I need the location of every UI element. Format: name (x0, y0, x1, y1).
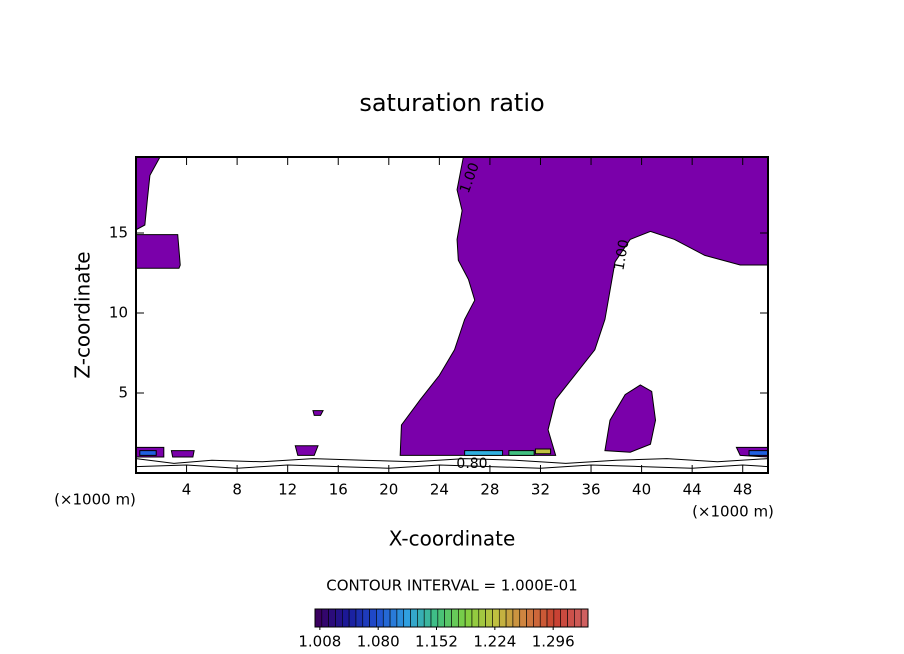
x-tick-label: 8 (232, 481, 242, 499)
contour-region (139, 450, 157, 456)
plot-area (136, 157, 768, 469)
colorbar-cell (341, 608, 350, 628)
contour-region (136, 157, 161, 231)
colorbar-cell (512, 608, 521, 628)
colorbar-cell (328, 608, 336, 628)
y-tick-label: 10 (109, 304, 128, 322)
colorbar-cell (464, 608, 473, 628)
contour-region (508, 450, 535, 456)
colorbar-cell (471, 608, 480, 628)
colorbar-cell (580, 608, 589, 628)
colorbar-cell (314, 608, 323, 628)
plot-frame (135, 156, 769, 474)
x-unit: (×1000 m) (692, 503, 774, 521)
x-tick-label: 12 (278, 481, 297, 499)
x-tick-label: 44 (683, 481, 702, 499)
colorbar-cell (335, 608, 343, 628)
colorbar-cell (519, 608, 527, 628)
y-unit: (×1000 m) (54, 491, 136, 509)
y-tick-label: 5 (118, 384, 128, 402)
colorbar-cell (492, 608, 500, 628)
colorbar-label: 1.008 (298, 633, 341, 651)
x-tick-label: 4 (182, 481, 192, 499)
colorbar-cell (458, 608, 466, 628)
colorbar-cell (444, 608, 452, 628)
x-tick-label: 16 (329, 481, 348, 499)
colorbar-label: 1.152 (415, 633, 458, 651)
colorbar-cell (533, 608, 541, 628)
colorbar-cell (526, 608, 534, 628)
colorbar-label: 1.296 (532, 633, 575, 651)
contour-label: 1.00 (611, 238, 632, 271)
colorbar-cell (321, 608, 329, 628)
colorbar-cell (560, 608, 568, 628)
contour-region (399, 157, 768, 456)
colorbar-cell (362, 608, 370, 628)
contour-region (136, 234, 181, 269)
colorbar-cell (423, 608, 432, 628)
colorbar-cell (348, 608, 357, 628)
y-tick-label: 15 (109, 224, 128, 242)
x-tick-label: 32 (531, 481, 550, 499)
colorbar-cell (396, 608, 405, 628)
contour-region (604, 384, 657, 453)
colorbar-label: 1.080 (357, 633, 400, 651)
colorbar-frame (314, 608, 589, 628)
contour-line (136, 458, 768, 464)
contour-region (312, 410, 324, 416)
colorbar-cell (553, 608, 561, 628)
x-tick-label: 24 (430, 481, 449, 499)
colorbar-cell (369, 608, 377, 628)
colorbar-cell (403, 608, 411, 628)
colorbar-cell (355, 608, 364, 628)
colorbar-cell (546, 608, 555, 628)
colorbar-cell (505, 608, 514, 628)
contour-region (170, 450, 195, 458)
colorbar-cell (376, 608, 384, 628)
x-tick-label: 28 (480, 481, 499, 499)
contour-region (534, 448, 552, 455)
colorbar-cell (451, 608, 459, 628)
colorbar-cell (485, 608, 493, 628)
chart-title: saturation ratio (359, 89, 544, 117)
subtitle: CONTOUR INTERVAL = 1.000E-01 (326, 577, 577, 595)
x-tick-label: 36 (581, 481, 600, 499)
colorbar-cell (417, 608, 425, 628)
contour-line (136, 464, 768, 469)
colorbar-cell (389, 608, 398, 628)
y-axis-label: Z-coordinate (71, 251, 95, 378)
colorbar-label: 1.224 (473, 633, 516, 651)
colorbar-cell (430, 608, 439, 628)
colorbar-cell (382, 608, 391, 628)
x-tick-label: 48 (733, 481, 752, 499)
x-axis-label: X-coordinate (389, 527, 516, 551)
contour-region (748, 450, 768, 456)
contour-region (464, 450, 504, 456)
colorbar-cell (539, 608, 548, 628)
x-tick-label: 20 (379, 481, 398, 499)
colorbar-cell (498, 608, 507, 628)
contour-region (294, 445, 319, 456)
contour-label: 0.80 (456, 456, 487, 472)
colorbar-cell (567, 608, 575, 628)
x-tick-label: 40 (632, 481, 651, 499)
colorbar-cell (437, 608, 445, 628)
colorbar-cell (574, 608, 582, 628)
colorbar-cell (410, 608, 418, 628)
colorbar-cell (478, 608, 486, 628)
